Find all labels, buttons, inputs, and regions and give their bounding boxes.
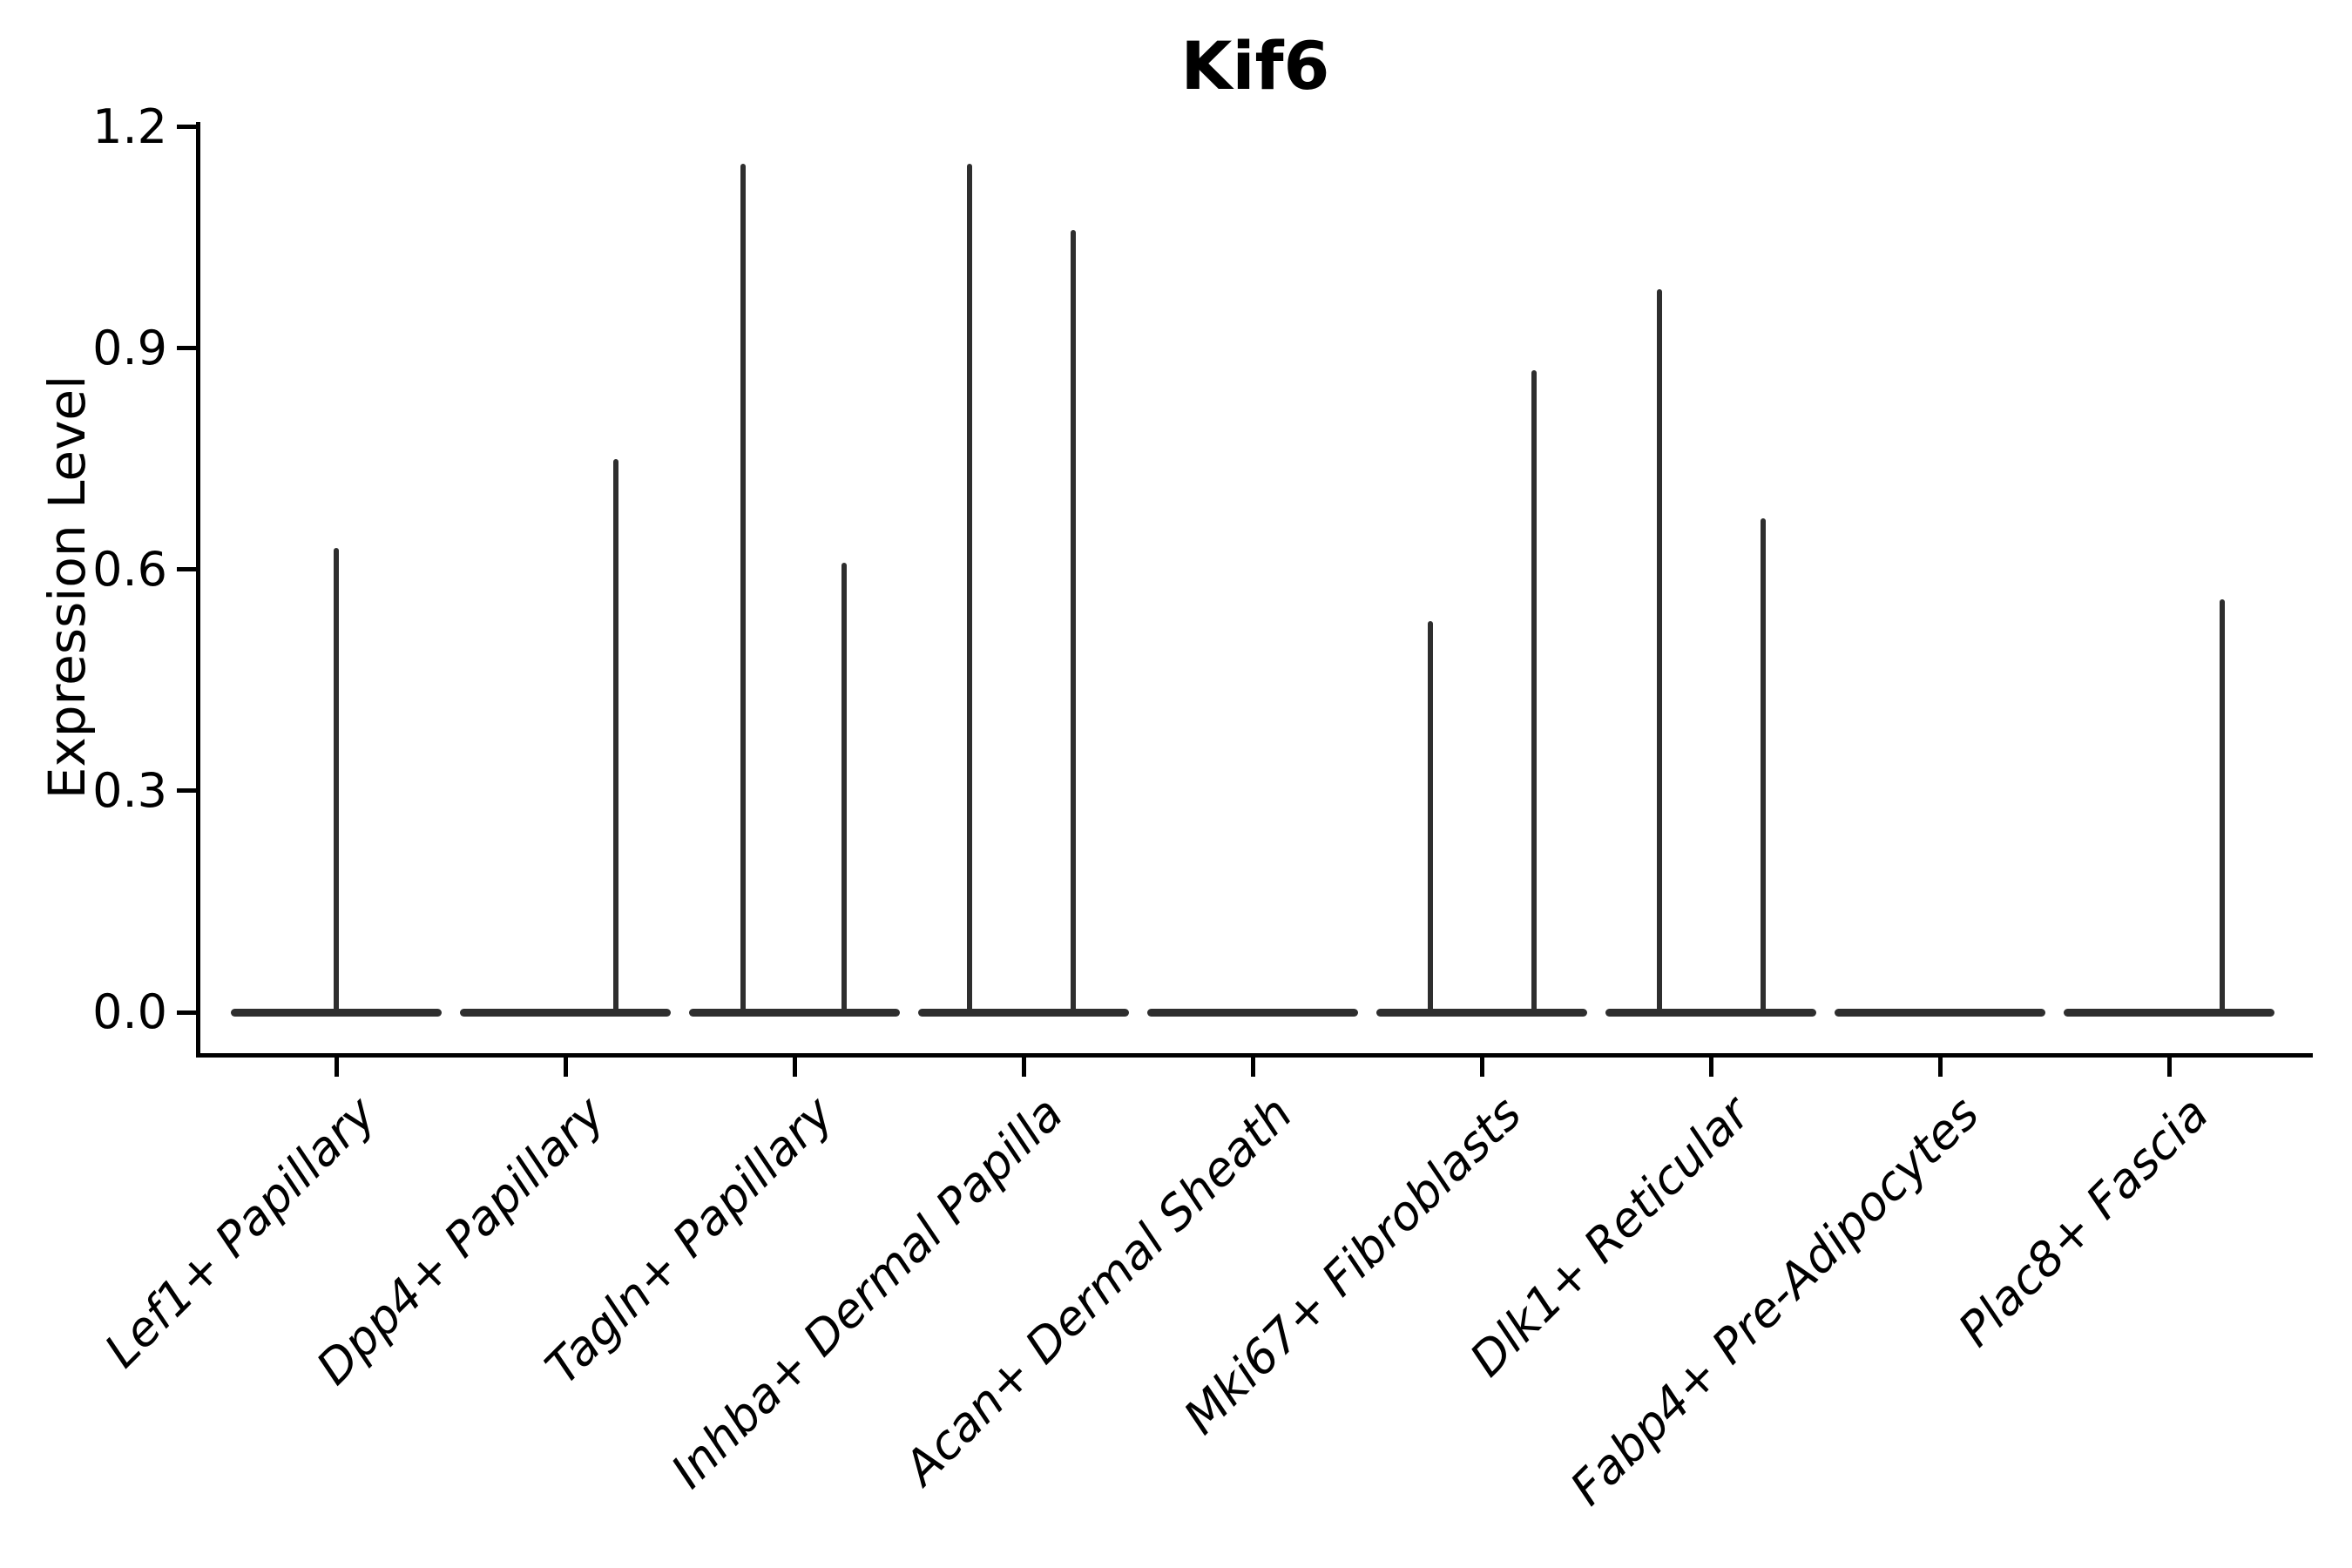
- violin-spike: [1428, 621, 1433, 1017]
- violin-spike: [1071, 230, 1076, 1017]
- violin-spike: [334, 547, 339, 1017]
- violin-spike: [1657, 289, 1662, 1017]
- x-tick-label: Plac8+ Fascia: [1947, 1085, 2220, 1357]
- x-tick: [1937, 1058, 1943, 1077]
- violin-spike: [1531, 370, 1537, 1017]
- violin-body: [1605, 1008, 1816, 1017]
- x-tick: [2166, 1058, 2172, 1077]
- y-tick: [177, 346, 198, 351]
- x-tick: [334, 1058, 339, 1077]
- y-tick-label: 0.6: [92, 541, 167, 597]
- x-tick: [563, 1058, 568, 1077]
- y-tick-label: 0.9: [92, 320, 167, 375]
- x-tick: [792, 1058, 797, 1077]
- violin-body: [1835, 1008, 2045, 1017]
- violin-spike: [841, 562, 847, 1017]
- x-tick-label: Inhba+ Dermal Papilla: [660, 1085, 1074, 1499]
- y-tick: [177, 788, 198, 794]
- violin-spike: [2220, 598, 2225, 1017]
- x-tick: [1250, 1058, 1255, 1077]
- y-tick: [177, 1010, 198, 1015]
- y-axis-spine: [196, 122, 200, 1058]
- y-tick-label: 1.2: [92, 98, 167, 154]
- violin-spike: [740, 164, 746, 1017]
- chart-title: Kif6: [1180, 27, 1330, 105]
- violin-spike: [613, 458, 618, 1017]
- violin-body: [1376, 1008, 1587, 1017]
- y-tick-label: 0.3: [92, 762, 167, 818]
- x-tick: [1479, 1058, 1484, 1077]
- violin-body: [460, 1008, 671, 1017]
- x-tick: [1021, 1058, 1026, 1077]
- violin-body: [1147, 1008, 1358, 1017]
- y-tick-label: 0.0: [92, 984, 167, 1039]
- violin-body: [689, 1008, 900, 1017]
- violin-body: [2064, 1008, 2274, 1017]
- x-tick-label: Acan+ Dermal Sheath: [893, 1085, 1303, 1496]
- y-tick: [177, 567, 198, 572]
- x-tick-label: Fabp4+ Pre-Adipocytes: [1559, 1085, 1990, 1516]
- violin-body: [918, 1008, 1129, 1017]
- violin-spike: [1761, 517, 1766, 1017]
- y-tick: [177, 125, 198, 130]
- x-tick: [1708, 1058, 1713, 1077]
- violin-spike: [967, 164, 972, 1017]
- x-axis-spine: [196, 1053, 2313, 1058]
